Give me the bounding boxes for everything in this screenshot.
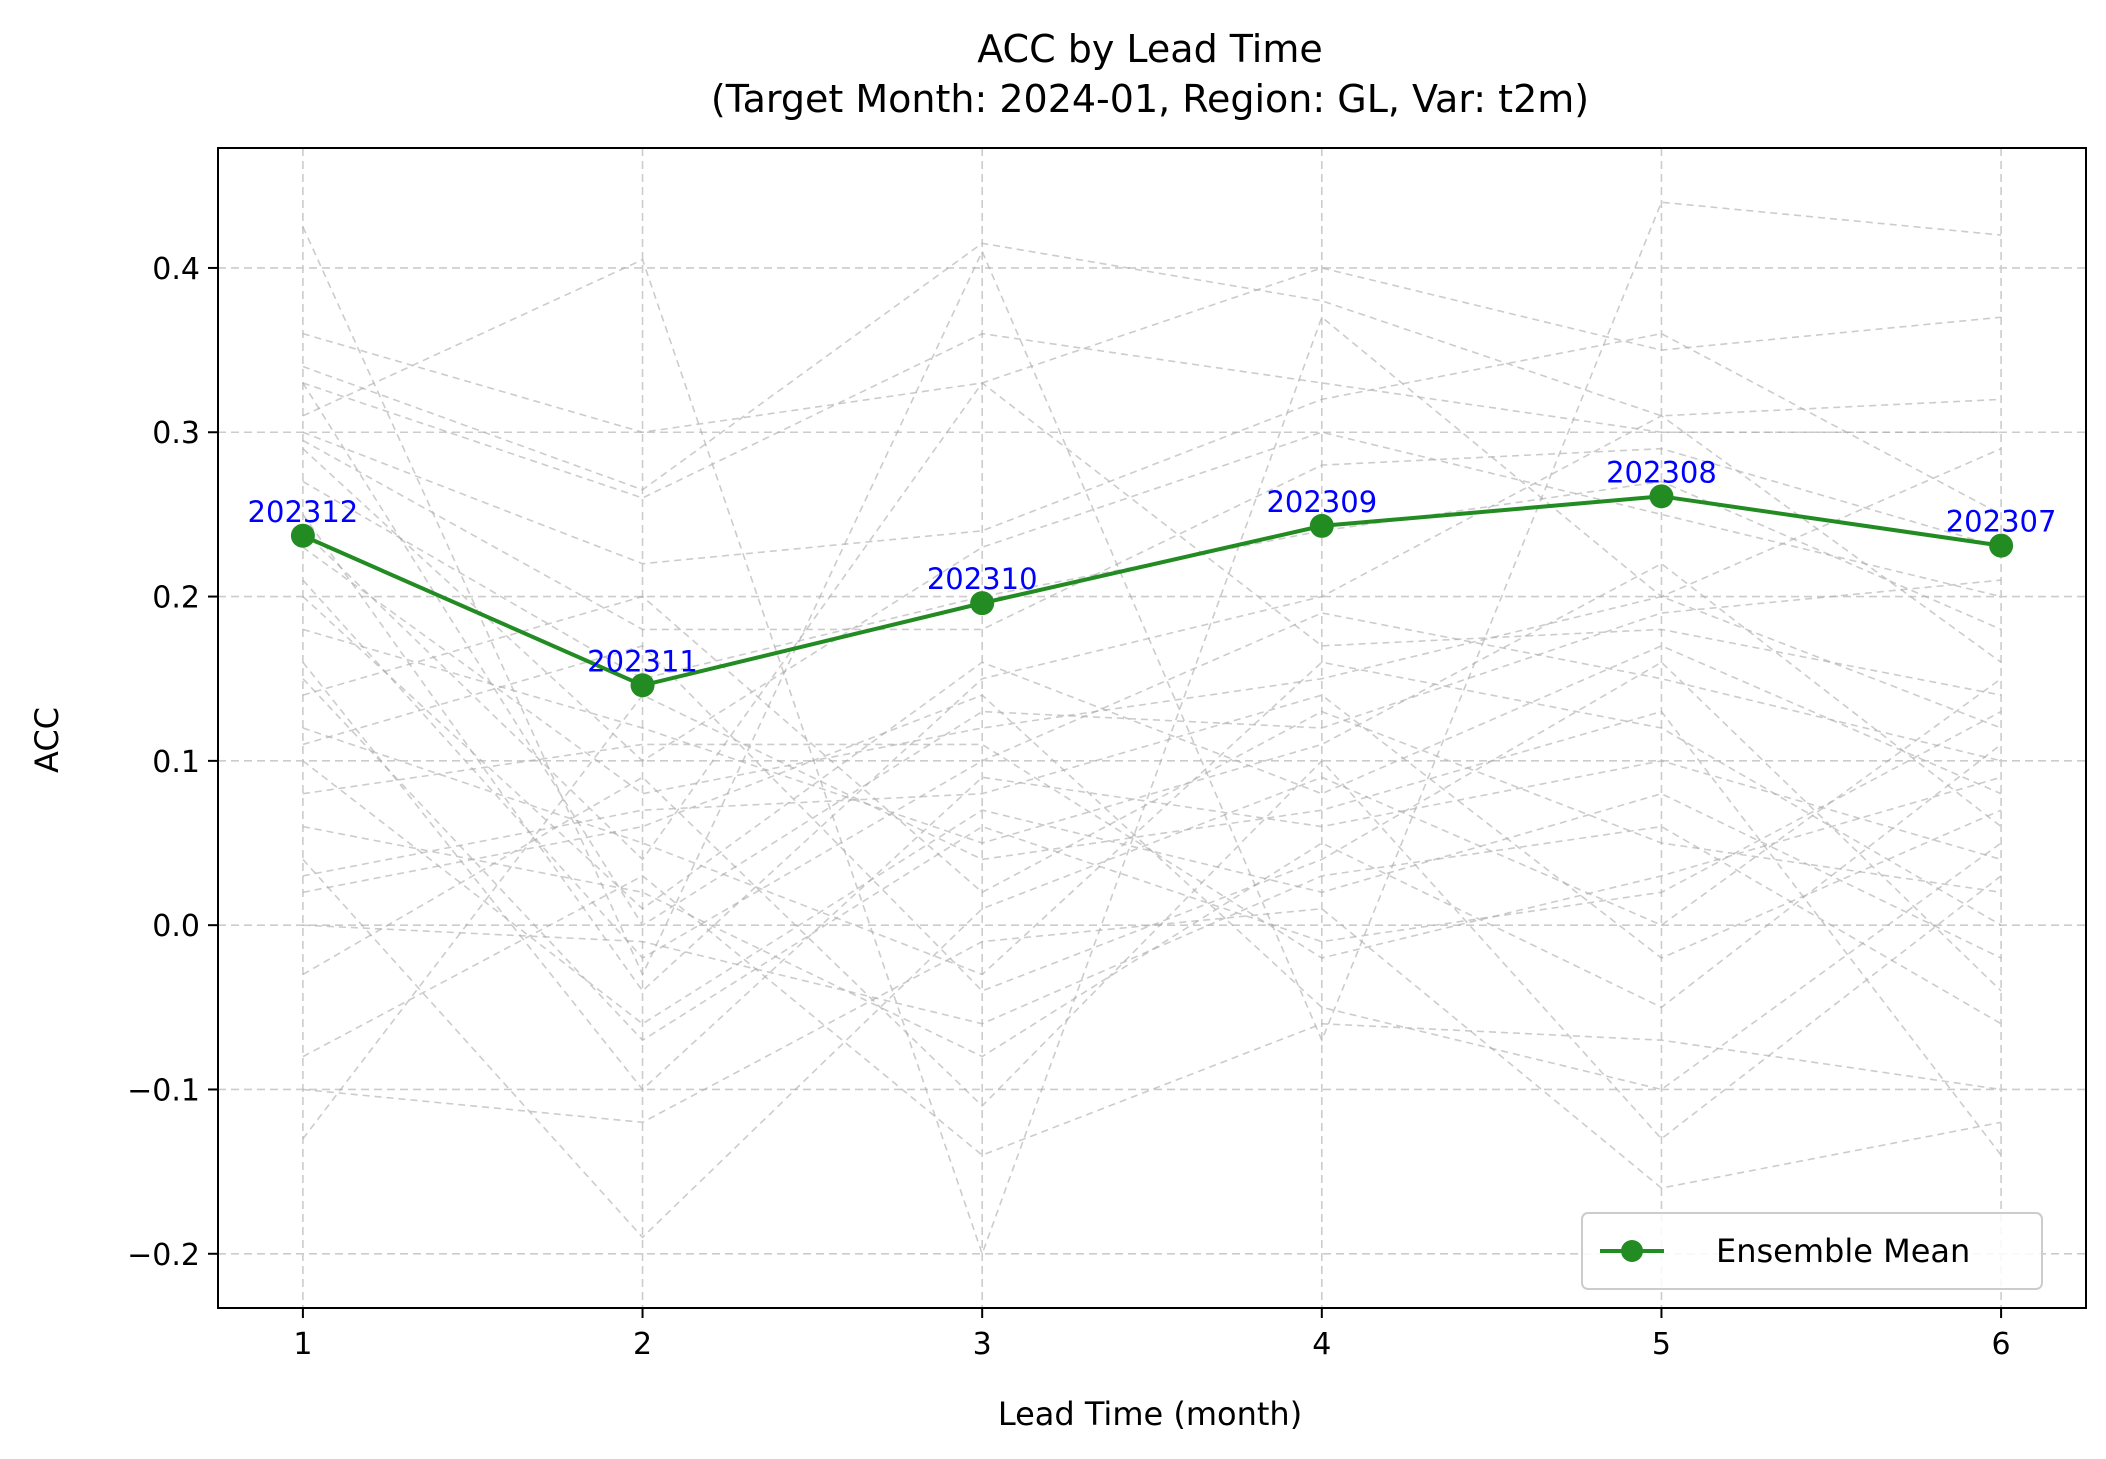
ensemble-member-line	[302, 201, 2002, 1043]
point-label: 202307	[1946, 505, 2057, 539]
ensemble-mean-point	[1989, 533, 2014, 558]
x-tick-label: 1	[293, 1327, 312, 1362]
point-label: 202309	[1266, 485, 1377, 519]
legend-box	[1581, 1212, 2043, 1290]
legend-entry-ensemble-mean: Ensemble Mean	[1716, 1232, 1970, 1270]
ensemble-member-line	[302, 907, 2002, 1189]
ensemble-member-line	[302, 595, 2002, 894]
y-tick-label: 0.2	[152, 581, 200, 616]
ensemble-member-line	[302, 546, 2002, 795]
ensemble-mean-point	[970, 591, 995, 616]
ensemble-mean-point	[1649, 484, 1674, 509]
point-label: 202310	[927, 562, 1038, 596]
y-axis-label: ACC	[28, 707, 66, 773]
ensemble-member-line	[302, 242, 2002, 491]
ensemble-member-line	[302, 825, 2002, 1025]
ensemble-member-line	[302, 414, 2002, 993]
ensemble-member-line	[302, 579, 2002, 960]
ensemble-member-line	[302, 661, 2002, 976]
ensemble-member-line	[302, 595, 2002, 910]
ensemble-member-line	[302, 694, 2002, 959]
x-axis-ticks: 1 2 3 4 5 6	[293, 1308, 2011, 1362]
ensemble-member-line	[302, 562, 2002, 844]
ensemble-mean-point	[290, 523, 315, 548]
grid-lines	[218, 148, 2086, 1308]
y-tick-label: 0.1	[152, 745, 200, 780]
ensemble-member-line	[302, 678, 2002, 1239]
ensemble-member-line	[302, 381, 2002, 861]
chart-subtitle: (Target Month: 2024-01, Region: GL, Var:…	[711, 77, 1589, 121]
ensemble-member-lines	[302, 201, 2002, 1257]
point-label: 202308	[1606, 455, 1717, 489]
ensemble-member-line	[302, 332, 2002, 499]
point-labels: 202312 202311 202310 202309 202308 202307	[248, 455, 2057, 678]
ensemble-member-line	[302, 874, 2002, 1157]
ensemble-member-line	[302, 759, 2002, 1140]
plot-frame	[217, 147, 2087, 1309]
ensemble-member-line	[302, 267, 2002, 434]
chart-title: ACC by Lead Time	[977, 27, 1323, 71]
legend: Ensemble Mean	[1581, 1212, 2043, 1290]
ensemble-mean-series	[290, 484, 2014, 698]
ensemble-member-line	[302, 332, 2002, 565]
ensemble-member-line	[302, 258, 2002, 1257]
y-tick-label: −0.1	[127, 1073, 200, 1108]
ensemble-member-line	[302, 678, 2002, 1042]
x-tick-label: 3	[973, 1327, 992, 1362]
x-tick-label: 5	[1652, 1327, 1671, 1362]
point-label: 202312	[248, 495, 359, 529]
ensemble-member-line	[302, 743, 2002, 1058]
ensemble-member-line	[302, 382, 2002, 927]
ensemble-member-line	[302, 439, 2002, 631]
ensemble-mean-point	[630, 673, 655, 698]
ensemble-member-line	[302, 694, 2002, 1156]
ensemble-member-line	[302, 694, 2002, 1091]
ensemble-member-line	[302, 431, 2002, 762]
y-tick-label: 0.0	[152, 909, 200, 944]
x-tick-label: 6	[1992, 1327, 2011, 1362]
point-label: 202311	[587, 644, 698, 678]
ensemble-member-line	[302, 760, 2002, 1025]
y-tick-label: 0.3	[152, 416, 200, 451]
y-tick-label: −0.2	[127, 1238, 200, 1273]
x-axis-label: Lead Time (month)	[998, 1395, 1302, 1433]
y-tick-label: 0.4	[152, 252, 200, 287]
x-tick-label: 4	[1312, 1327, 1331, 1362]
legend-marker-swatch	[1621, 1240, 1643, 1262]
x-tick-label: 2	[633, 1327, 652, 1362]
ensemble-mean-line	[302, 494, 2002, 688]
y-axis-ticks: −0.2 −0.1 0.0 0.1 0.2 0.3 0.4	[127, 252, 218, 1273]
ensemble-mean-point	[1309, 513, 1334, 538]
